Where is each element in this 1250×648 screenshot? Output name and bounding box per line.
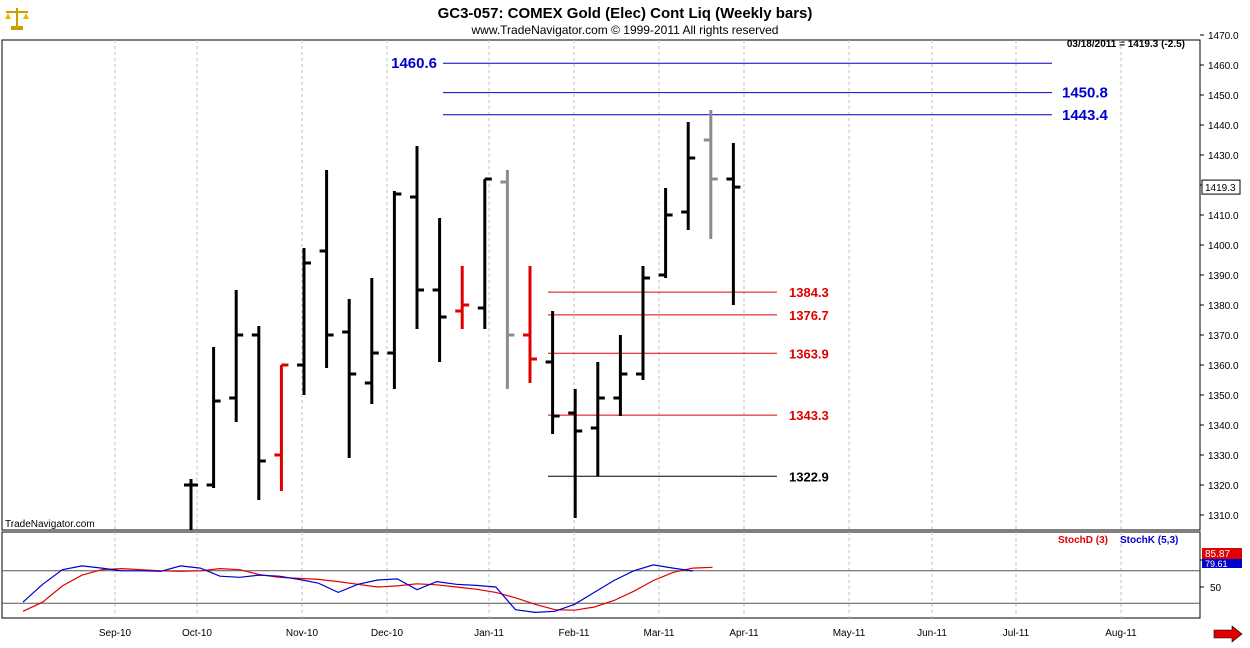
y-tick-label: 1450.0 [1208, 91, 1239, 102]
price-panel-frame [1, 39, 1201, 531]
stoch-panel-frame [1, 531, 1201, 619]
stoch-legend-k: StochK (5,3) [1120, 535, 1178, 546]
ohlc-bar [184, 479, 198, 530]
x-tick-label: May-11 [833, 628, 866, 639]
ohlc-bar [206, 347, 221, 488]
level-label: 1384.3 [789, 285, 829, 300]
stoch-k-value-label: 79.61 [1205, 559, 1228, 569]
y-tick-label: 1320.0 [1208, 481, 1239, 492]
ohlc-bar [297, 248, 311, 395]
y-tick-label: 1410.0 [1208, 211, 1239, 222]
y-tick-label: 1330.0 [1208, 451, 1239, 462]
x-tick-label: Dec-10 [371, 628, 404, 639]
date-readout: 03/18/2011 = 1419.3 (-2.5) [1067, 39, 1185, 50]
y-tick-label: 1470.0 [1208, 31, 1239, 42]
ohlc-bar [274, 363, 289, 491]
ohlc-bar [703, 110, 718, 239]
chart-title: GC3-057: COMEX Gold (Elec) Cont Liq (Wee… [438, 5, 813, 22]
x-tick-label: Sep-10 [99, 628, 132, 639]
level-label: 1322.9 [789, 469, 829, 484]
ohlc-bar [455, 266, 470, 329]
x-tick-label: Feb-11 [559, 628, 590, 639]
x-tick-label: Jan-11 [474, 628, 504, 639]
level-label: 1363.9 [789, 346, 829, 361]
x-tick-label: Nov-10 [286, 628, 319, 639]
stoch-d-value-label: 85.87 [1205, 549, 1230, 560]
y-tick-label: 1440.0 [1208, 121, 1239, 132]
stoch-y-tick-label: 50 [1210, 583, 1222, 594]
level-label: 1460.6 [391, 55, 437, 72]
y-tick-label: 1340.0 [1208, 421, 1239, 432]
y-tick-label: 1390.0 [1208, 271, 1239, 282]
last-price-box [1201, 179, 1241, 195]
ohlc-bar [613, 335, 628, 416]
ohlc-bar [681, 122, 696, 230]
x-tick-label: Oct-10 [182, 628, 212, 639]
y-tick-label: 1350.0 [1208, 391, 1239, 402]
ohlc-bar [636, 266, 650, 380]
level-label: 1450.8 [1062, 85, 1108, 102]
ohlc-bar [387, 191, 402, 389]
y-tick-label: 1400.0 [1208, 241, 1239, 252]
ohlc-bar [500, 170, 515, 389]
y-tick-label: 1360.0 [1208, 361, 1239, 372]
x-tick-label: Apr-11 [729, 628, 759, 639]
x-tick-label: Aug-11 [1105, 628, 1137, 639]
level-label: 1376.7 [789, 308, 829, 323]
ohlc-bar [251, 326, 266, 500]
level-label: 1343.3 [789, 408, 829, 423]
y-tick-label: 1380.0 [1208, 301, 1239, 312]
y-tick-label: 1430.0 [1208, 151, 1239, 162]
ohlc-bar [410, 146, 424, 329]
watermark: TradeNavigator.com [5, 519, 95, 530]
x-tick-label: Mar-11 [644, 628, 675, 639]
ohlc-bar [726, 143, 741, 305]
ohlc-bar [477, 177, 492, 329]
ohlc-bar [590, 362, 605, 476]
stoch-d-value-box [1202, 548, 1242, 559]
chart-subtitle: www.TradeNavigator.com © 1999-2011 All r… [471, 23, 779, 37]
x-tick-label: Jul-11 [1003, 628, 1030, 639]
y-tick-label: 1370.0 [1208, 331, 1239, 342]
scales-icon [2, 2, 32, 32]
ohlc-bar [342, 299, 357, 458]
ohlc-bar [523, 266, 537, 383]
stoch-series-line [22, 566, 713, 612]
ohlc-bar [432, 218, 447, 362]
ohlc-bar [658, 188, 673, 278]
ohlc-bar [568, 389, 583, 518]
stoch-legend-d: StochD (3) [1058, 535, 1108, 546]
ohlc-bar [364, 278, 379, 404]
ohlc-bar [545, 311, 560, 434]
stoch-series-line [22, 564, 693, 614]
ohlc-bar [319, 170, 334, 368]
y-tick-label: 1310.0 [1208, 511, 1239, 522]
x-tick-label: Jun-11 [917, 628, 947, 639]
stoch-k-value-box [1202, 559, 1242, 568]
y-tick-label: 1460.0 [1208, 61, 1239, 72]
arrow-right-icon[interactable] [1213, 625, 1243, 643]
ohlc-bar [229, 290, 244, 422]
level-label: 1443.4 [1062, 107, 1109, 124]
last-price-label: 1419.3 [1205, 183, 1236, 194]
